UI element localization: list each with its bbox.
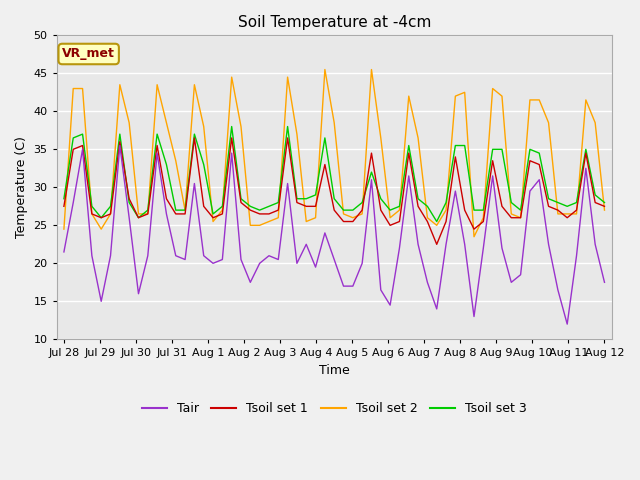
X-axis label: Time: Time xyxy=(319,364,349,377)
Legend: Tair, Tsoil set 1, Tsoil set 2, Tsoil set 3: Tair, Tsoil set 1, Tsoil set 2, Tsoil se… xyxy=(137,397,532,420)
Y-axis label: Temperature (C): Temperature (C) xyxy=(15,136,28,238)
Title: Soil Temperature at -4cm: Soil Temperature at -4cm xyxy=(237,15,431,30)
Text: VR_met: VR_met xyxy=(62,48,115,60)
